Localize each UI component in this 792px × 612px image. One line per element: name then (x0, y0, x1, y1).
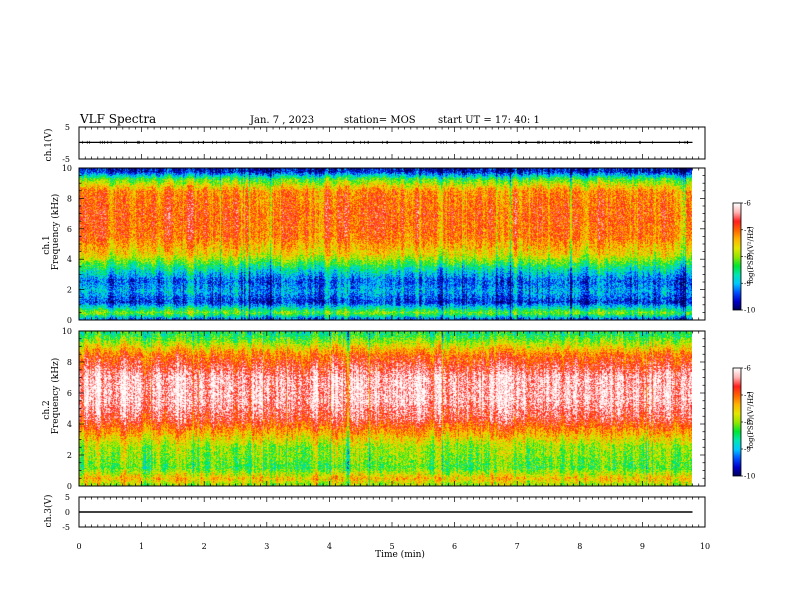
y-tick-label: 5 (65, 123, 70, 132)
colorbar-tick-label: -6 (744, 365, 751, 373)
ch1-colorbar: -6 -7 -8 -9 -10 (732, 200, 755, 315)
y-tick-label: 10 (62, 327, 72, 336)
x-tick-label: 8 (577, 542, 582, 551)
ch2-colorbar: -6 -7 -8 -9 -10 (732, 365, 755, 481)
colorbar-tick-label: -8 (744, 253, 751, 261)
x-tick-label: 5 (389, 542, 394, 551)
x-axis-label: Time (min) (375, 549, 425, 560)
colorbar-tick-label: -8 (744, 419, 751, 427)
y-tick-label: 6 (67, 389, 72, 398)
ch2-spectrogram-ylabel: Frequency (kHz) (50, 358, 61, 435)
colorbar-tick-label: -7 (744, 392, 751, 400)
y-tick-label: -5 (62, 155, 70, 164)
y-tick-label: 6 (67, 225, 72, 234)
x-tick-label: 4 (327, 542, 332, 551)
ch1-colorbar-gradient (733, 203, 741, 310)
y-tick-label: 10 (62, 164, 72, 173)
x-tick-label: 6 (452, 542, 457, 551)
y-tick-label: 4 (67, 420, 72, 429)
ch1-spectrogram-ylabel: Frequency (kHz) (50, 194, 61, 271)
ch2-colorbar-label: log(PSD)(V²/Hz) (747, 391, 755, 448)
ch1-spectrogram-image (79, 168, 692, 320)
ch2-colorbar-gradient (733, 368, 741, 476)
ch2-spectrogram-image (79, 331, 692, 486)
ch3-waveform-panel: 5 0 -5 (62, 493, 693, 532)
y-tick-label: 2 (67, 451, 72, 460)
ch1-colorbar-label: log(PSD)(V²/Hz) (747, 226, 755, 283)
x-tick-label: 2 (202, 542, 207, 551)
y-tick-label: -5 (62, 523, 70, 532)
y-tick-label: 5 (65, 493, 70, 502)
start-time-label: start UT = 17: 40: 1 (438, 115, 540, 126)
colorbar-tick-label: -9 (744, 446, 751, 454)
ch1-spectrogram-panel: 0 2 4 6 8 10 (62, 164, 705, 325)
ch1-waveform-panel: 5 -5 (62, 123, 693, 164)
y-tick-label: 0 (67, 482, 72, 491)
station-label: station= MOS (344, 115, 416, 126)
ch1-waveform-ylabel: ch.1(V) (43, 129, 54, 162)
colorbar-tick-label: -9 (744, 280, 751, 288)
figure-title: VLF Spectra (79, 112, 156, 126)
colorbar-tick-label: -6 (744, 200, 751, 208)
ch2-spectrogram-panel: 0 2 4 6 8 10 (62, 327, 705, 491)
ch1-spectrogram-channel-label: ch.1 (42, 235, 52, 254)
colorbar-tick-label: -10 (744, 473, 755, 481)
y-tick-label: 8 (67, 194, 72, 203)
y-tick-label: 2 (67, 286, 72, 295)
x-tick-label: 0 (76, 542, 81, 551)
y-tick-label: 4 (67, 255, 72, 264)
y-tick-label: 0 (67, 316, 72, 325)
x-tick-label: 9 (640, 542, 645, 551)
x-tick-label: 7 (515, 542, 520, 551)
x-tick-label: 3 (264, 542, 269, 551)
colorbar-tick-label: -10 (744, 307, 755, 315)
y-tick-label: 0 (65, 508, 70, 517)
time-axis: 0 1 2 3 4 5 6 7 8 9 10 (76, 126, 710, 551)
x-tick-label: 1 (139, 542, 144, 551)
y-tick-label: 8 (67, 358, 72, 367)
ch3-waveform-ylabel: ch.3(V) (43, 495, 54, 528)
date-label: Jan. 7 , 2023 (249, 115, 314, 126)
colorbar-tick-label: -7 (744, 226, 751, 234)
x-tick-label: 10 (700, 542, 710, 551)
ch2-spectrogram-channel-label: ch.2 (42, 400, 52, 419)
